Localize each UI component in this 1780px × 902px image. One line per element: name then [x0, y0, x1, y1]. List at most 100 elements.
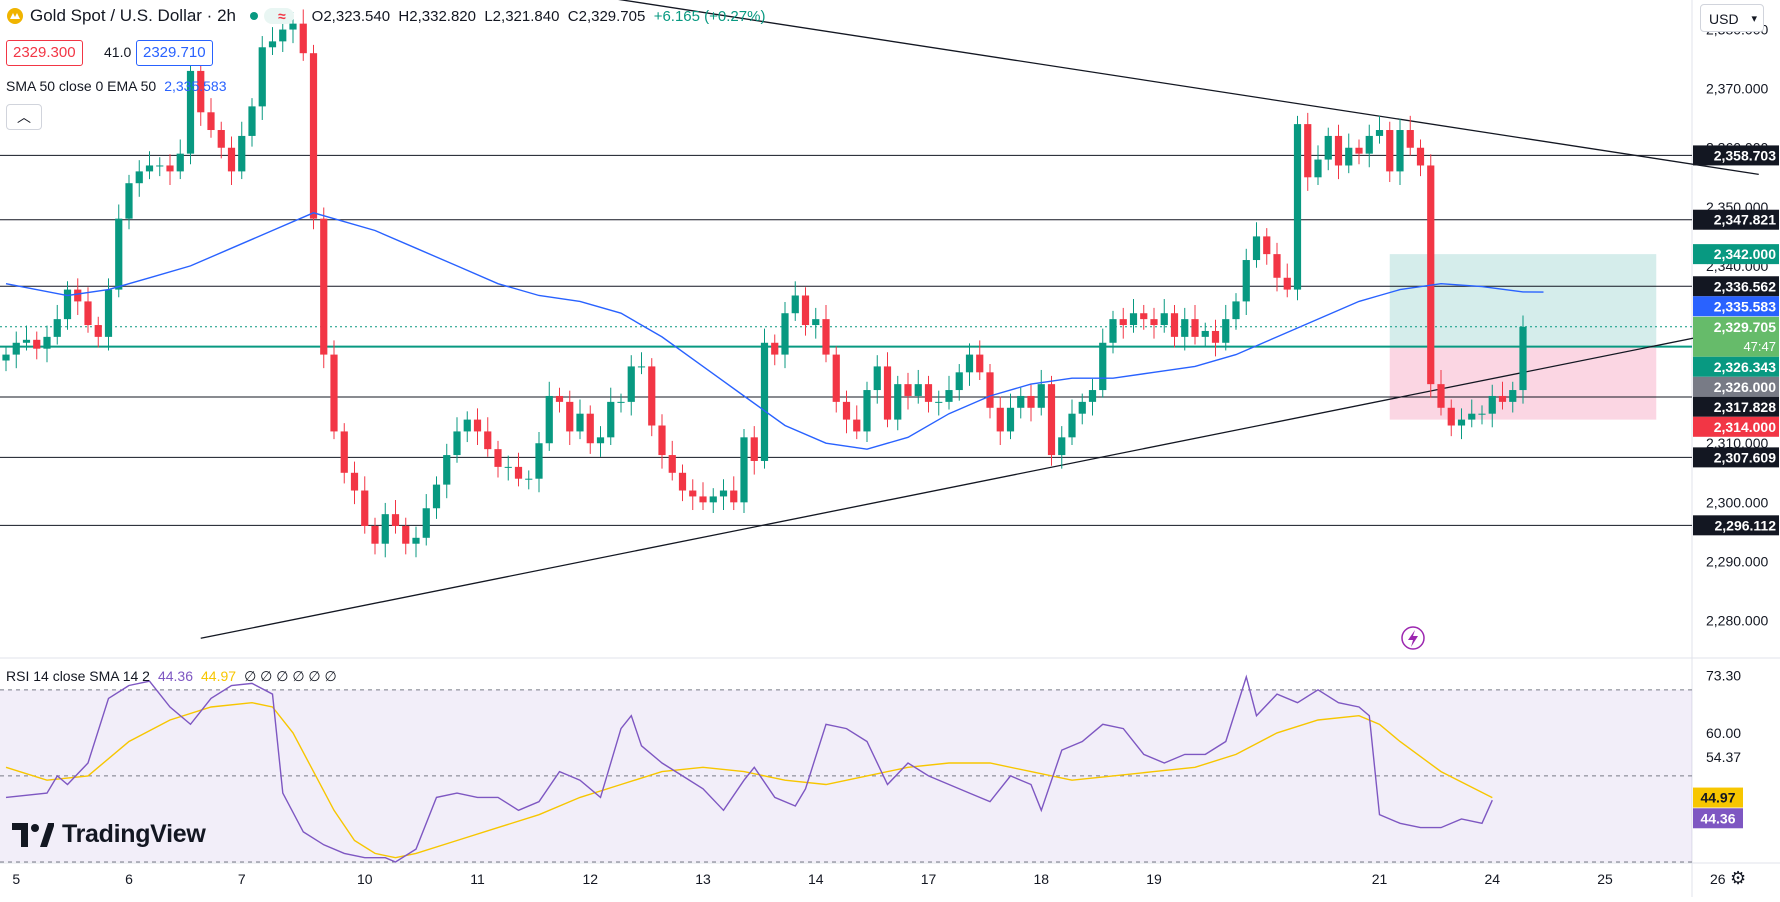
candle-body [1304, 124, 1312, 178]
candle-body [555, 395, 564, 402]
price-axis-label-box [1693, 356, 1779, 377]
candle-body [289, 23, 297, 30]
candle-body [166, 165, 174, 172]
price-axis-label: 2,326.000 [1714, 379, 1776, 395]
candle-body [1129, 313, 1138, 326]
data-status-pill[interactable]: ≈ [263, 8, 294, 24]
time-tick-label: 12 [582, 871, 598, 887]
candle-body [330, 354, 338, 432]
rsi-tick-label: 60.00 [1706, 725, 1741, 741]
candle-body [1252, 236, 1261, 261]
candle-body [1314, 159, 1322, 178]
tradingview-logo[interactable]: TradingView [12, 820, 206, 849]
time-axis-ticks: 5 6 7 10 11 12 13 14 17 18 19 21 24 25 26 [12, 871, 1725, 887]
price-tick-label: 2,300.000 [1706, 494, 1768, 510]
currency-select[interactable]: USD ▾ [1700, 4, 1764, 32]
candle-body [1027, 395, 1035, 408]
candle-body [1509, 390, 1517, 402]
candle-body [453, 431, 461, 456]
time-tick-label: 5 [12, 871, 20, 887]
candle-body [473, 419, 482, 432]
candle-body [104, 289, 113, 337]
candle-body [1345, 147, 1353, 166]
price-axis-label-box [1693, 276, 1779, 297]
candle-body [63, 289, 72, 320]
rsi-line [5, 674, 1493, 863]
rsi-legend-value: 44.36 [157, 668, 194, 684]
candle-body [535, 443, 543, 479]
candle-body [1191, 319, 1199, 337]
candle-body [914, 384, 922, 396]
candle-body [2, 354, 10, 361]
candle-body [607, 401, 615, 438]
candle-body [217, 130, 225, 148]
candle-body [1211, 330, 1220, 343]
price-axis-label-box [1693, 416, 1779, 437]
candle-body [883, 366, 892, 420]
candle-body [750, 437, 758, 461]
price-tick-label: 2,290.000 [1706, 553, 1768, 569]
candle-body [1437, 384, 1445, 408]
candle-body [1457, 419, 1466, 426]
price-axis-label: 2,326.343 [1714, 359, 1776, 375]
price-axis-label: 2,358.703 [1714, 147, 1776, 163]
candle-body [832, 354, 840, 402]
candle-body [309, 53, 318, 219]
rsi-sma-legend-value: 44.97 [201, 668, 237, 684]
price-axis-label: 2,296.112 [1714, 517, 1776, 533]
price-axis-label-box [1693, 447, 1779, 468]
candle-body [904, 384, 912, 396]
candle-body [1406, 130, 1414, 148]
price-axis-label-box [1693, 145, 1779, 166]
time-tick-label: 26 [1710, 871, 1726, 887]
candle-body [1201, 330, 1209, 337]
candle-body [1006, 407, 1015, 432]
price-axis-label: 2,317.828 [1714, 399, 1776, 415]
sell-button[interactable]: 2329.300 [6, 40, 83, 66]
candle-body [668, 455, 676, 473]
sma-legend[interactable]: SMA 50 close 0 EMA 50 2,335.583 [6, 78, 227, 94]
candle-body [74, 289, 82, 302]
rsi-legend[interactable]: RSI 14 close SMA 14 2 44.36 44.97 ∅ ∅ ∅ ∅ ∅… [6, 668, 337, 685]
candle-body [873, 366, 881, 391]
candle-body [1365, 135, 1373, 154]
rsi-sma-axis-label-box [1693, 787, 1743, 808]
candle-body [268, 41, 277, 48]
market-open-indicator [249, 12, 258, 20]
candle-body [84, 301, 92, 326]
candle-body [976, 354, 984, 373]
symbol-title[interactable]: Gold Spot / U.S. Dollar · 2h [30, 6, 236, 25]
tradingview-logo-icon [12, 822, 54, 847]
candle-body [115, 218, 123, 290]
candle-body [1447, 407, 1455, 426]
buy-button[interactable]: 2329.710 [136, 40, 213, 66]
candle-body [1150, 319, 1158, 326]
candle-body [504, 466, 512, 468]
candle-body [1498, 395, 1507, 402]
candle-body [1088, 390, 1097, 402]
candle-body [812, 319, 820, 326]
lightning-icon [1401, 626, 1425, 650]
trendline [200, 324, 1759, 639]
candle-body [894, 384, 902, 420]
candle-body [1334, 135, 1343, 166]
currency-value: USD [1709, 11, 1739, 27]
candle-body [1396, 130, 1404, 172]
collapse-legend-button[interactable]: ︿ [6, 104, 42, 130]
settings-icon[interactable]: ⚙ [1730, 868, 1747, 888]
wave-icon: ≈ [277, 8, 286, 24]
spread-value: 41.0 [98, 40, 138, 64]
candle-body [1181, 319, 1189, 337]
candle-body [145, 165, 154, 172]
time-tick-label: 10 [357, 871, 373, 887]
chevron-down-icon: ▾ [1751, 13, 1757, 25]
candle-body [1375, 130, 1384, 136]
candle-body [227, 147, 236, 172]
price-axis-label: 2,335.583 [1714, 298, 1776, 314]
candle-body [1242, 260, 1250, 302]
time-tick-label: 19 [1146, 871, 1162, 887]
price-axis-label: 2,342.000 [1714, 246, 1776, 262]
price-axis-label: 2,336.562 [1714, 278, 1776, 294]
